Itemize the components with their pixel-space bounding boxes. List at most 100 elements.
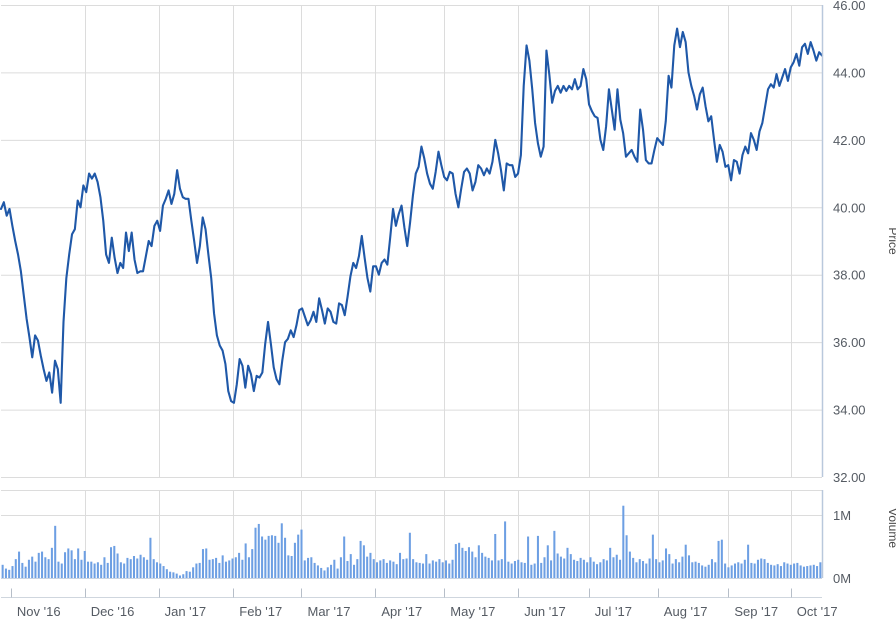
volume-bar — [54, 525, 57, 578]
volume-bar — [353, 564, 356, 578]
x-axis-label: Oct '17 — [797, 604, 838, 619]
vertical-gridlines — [85, 5, 792, 578]
volume-bar — [412, 559, 415, 578]
volume-bar — [241, 559, 244, 578]
volume-bar — [287, 555, 290, 578]
volume-bar — [293, 542, 296, 578]
volume-bar — [100, 564, 103, 578]
volume-bar — [41, 551, 44, 578]
volume-bar — [277, 542, 280, 578]
volume-bar — [819, 562, 822, 578]
volume-bar — [155, 562, 159, 578]
volume-bar — [724, 563, 727, 578]
volume-bar — [8, 569, 11, 578]
volume-bar — [398, 552, 402, 578]
volume-bar — [110, 547, 113, 578]
volume-bar — [385, 562, 388, 578]
volume-bar — [559, 556, 562, 578]
x-axis-label: Dec '16 — [91, 604, 135, 619]
volume-bar — [93, 563, 96, 578]
x-axis-label: Feb '17 — [239, 604, 282, 619]
price-tick-label: 42.00 — [833, 133, 866, 148]
volume-bar — [661, 560, 664, 578]
volume-bar — [648, 558, 651, 578]
x-axis-label: Aug '17 — [664, 604, 708, 619]
volume-bar — [284, 537, 287, 578]
volume-bar — [632, 557, 635, 578]
volume-bar — [228, 560, 231, 578]
volume-bar — [510, 563, 513, 578]
volume-bar — [37, 552, 40, 578]
volume-bar — [619, 559, 622, 578]
volume-bar — [1, 564, 4, 578]
volume-bar — [645, 563, 648, 578]
volume-bar — [707, 564, 710, 578]
volume-bar — [211, 559, 214, 578]
volume-bar — [789, 564, 792, 578]
volume-bar — [727, 567, 730, 578]
volume-bar — [687, 555, 691, 578]
volume-bar — [208, 559, 211, 578]
volume-bars — [1, 505, 822, 578]
volume-bar — [628, 551, 631, 578]
volume-bar — [67, 548, 70, 578]
volume-bar — [303, 560, 306, 578]
volume-bar — [238, 552, 241, 578]
volume-bar — [474, 557, 477, 578]
volume-bar — [369, 552, 372, 578]
volume-bar — [681, 556, 684, 578]
volume-bar — [356, 559, 359, 578]
price-tick-labels: 32.00 34.00 36.00 38.00 40.00 42.00 44.00 46.00 — [833, 0, 866, 485]
volume-bar — [113, 545, 116, 578]
volume-bar — [533, 563, 536, 578]
volume-bar — [146, 559, 149, 578]
volume-bar — [766, 562, 769, 578]
volume-bar — [609, 547, 612, 578]
volume-bar — [720, 539, 723, 578]
x-axis-label: Mar '17 — [308, 604, 351, 619]
volume-bar — [494, 534, 497, 578]
volume-bar — [175, 573, 178, 578]
volume-bar — [274, 535, 277, 578]
price-tick-label: 40.00 — [833, 200, 866, 215]
volume-bar — [448, 563, 451, 578]
volume-bar — [178, 575, 181, 578]
volume-bar — [123, 563, 126, 578]
volume-bar — [658, 562, 661, 578]
volume-bar — [730, 565, 733, 578]
volume-bar — [221, 555, 224, 578]
volume-bar — [563, 558, 566, 578]
volume-bar — [244, 543, 247, 578]
volume-bar — [169, 571, 172, 578]
volume-bar — [694, 561, 697, 578]
volume-bar — [195, 563, 198, 578]
volume-bar — [576, 561, 579, 578]
volume-bar — [740, 563, 743, 578]
volume-bar — [218, 562, 221, 578]
volume-bar — [596, 564, 599, 578]
volume-bar — [116, 553, 119, 578]
volume-bar — [520, 562, 523, 578]
volume-bar — [80, 559, 83, 578]
volume-bar — [251, 549, 254, 578]
volume-bar — [50, 547, 53, 578]
volume-bar — [247, 557, 250, 578]
volume-bar — [776, 564, 779, 578]
volume-bar — [129, 559, 132, 578]
volume-bar — [691, 562, 694, 578]
volume-bar — [710, 559, 714, 578]
volume-bar — [743, 559, 746, 578]
volume-bar — [556, 553, 559, 578]
volume-bar — [31, 556, 34, 578]
volume-bar — [254, 527, 257, 578]
volume-bar — [799, 565, 802, 578]
volume-bar — [550, 560, 553, 578]
volume-bar — [300, 529, 303, 578]
volume-bar — [290, 556, 293, 578]
volume-bar — [770, 564, 773, 578]
volume-bar — [382, 559, 385, 578]
volume-bar — [816, 566, 819, 578]
volume-bar — [389, 560, 392, 578]
volume-bar — [57, 561, 60, 578]
